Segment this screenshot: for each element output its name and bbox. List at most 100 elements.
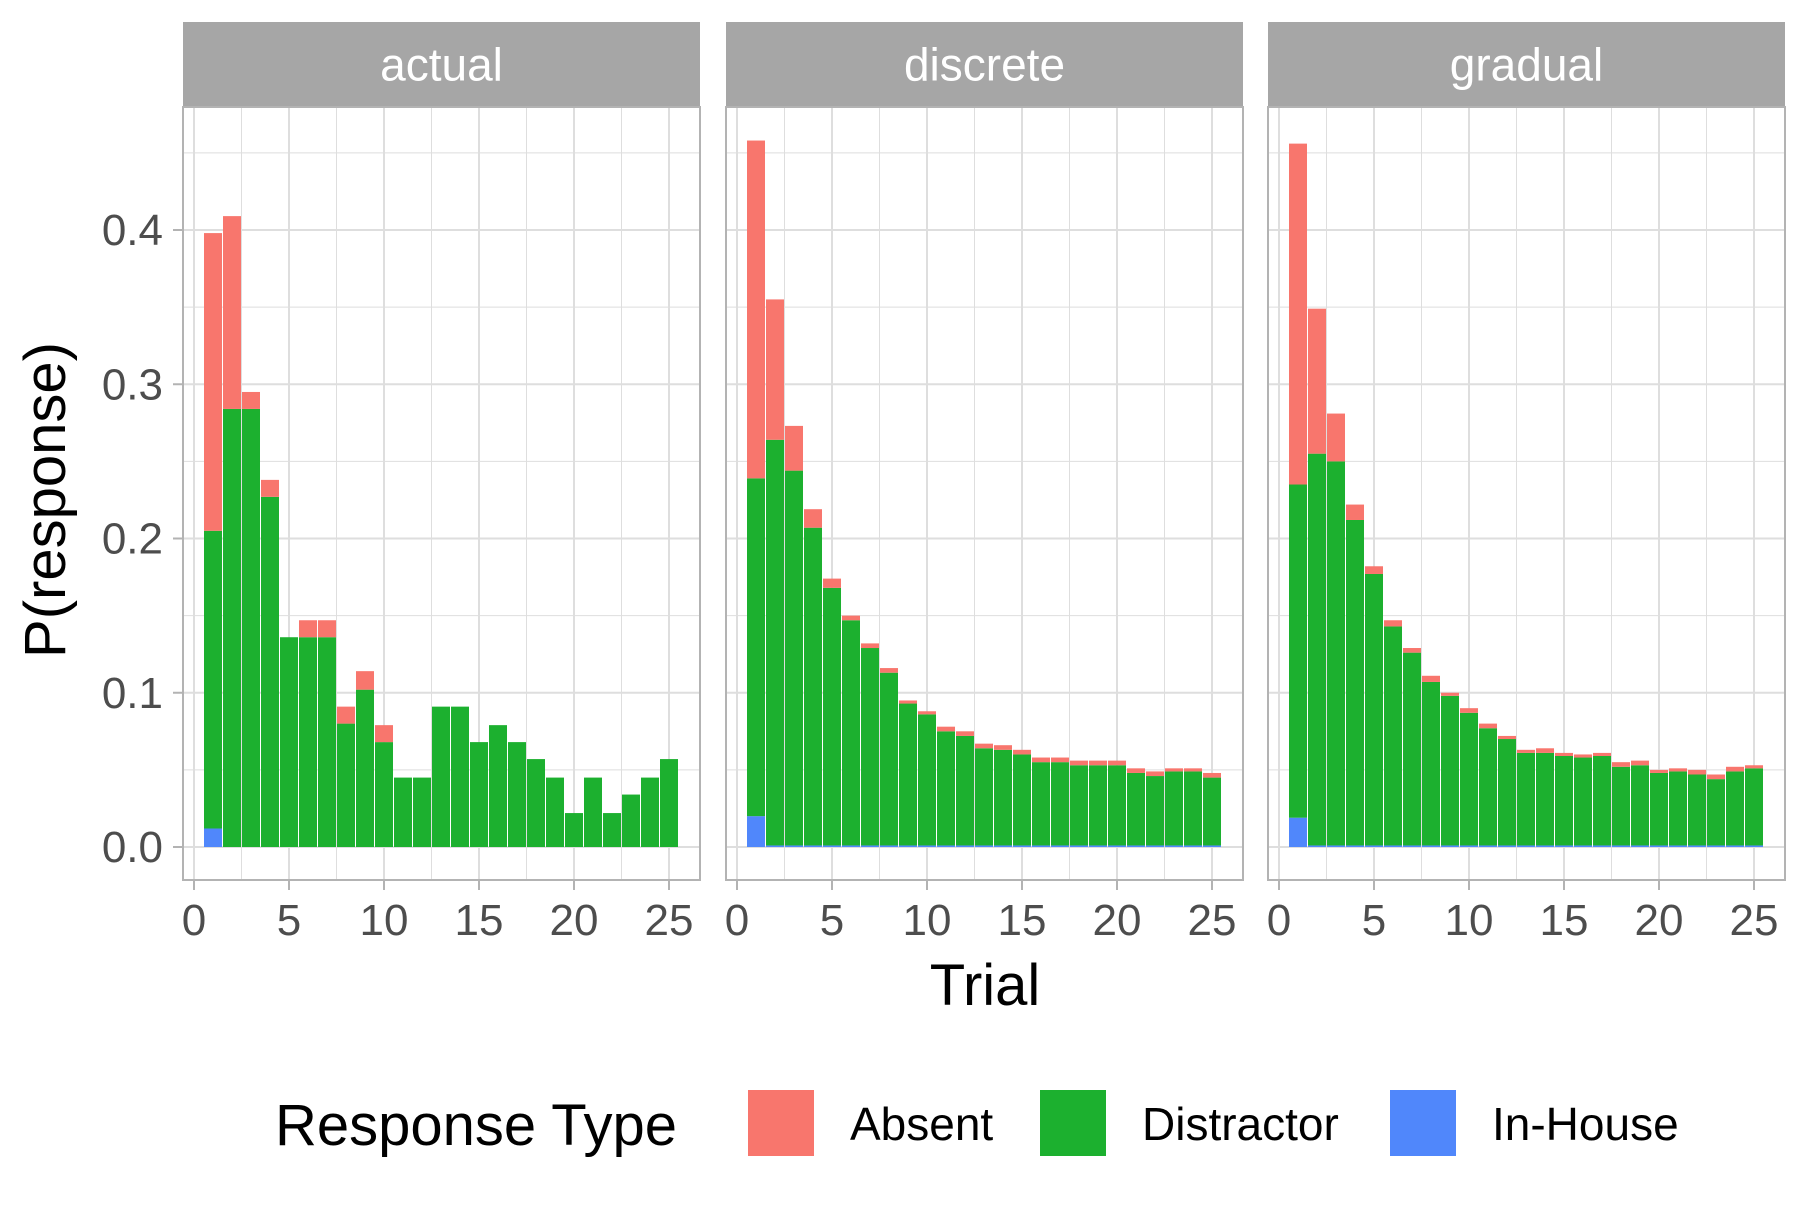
bar-in-house [1517, 845, 1535, 847]
bar-absent [880, 668, 898, 673]
bar-in-house [1070, 845, 1088, 847]
bar-absent [1631, 760, 1649, 766]
bar-absent [1346, 504, 1364, 520]
bar-in-house [1574, 845, 1592, 847]
bar-distractor [1498, 739, 1516, 846]
bar-distractor [918, 714, 936, 846]
panel-border [1267, 106, 1786, 881]
bar-in-house [1441, 845, 1459, 847]
bar-absent [204, 233, 222, 531]
y-tick-label: 0.2 [102, 515, 163, 564]
bar-distractor [861, 648, 879, 846]
bar-absent [1013, 749, 1031, 755]
bar-distractor [1555, 755, 1573, 846]
bar-distractor [1013, 754, 1031, 846]
bar-distractor [1688, 774, 1706, 846]
bar-distractor [1441, 695, 1459, 846]
panel-strip [726, 22, 1243, 107]
bar-distractor [785, 470, 803, 846]
bar-in-house [747, 816, 765, 847]
bar-distractor [1707, 779, 1725, 846]
bar-in-house [1108, 845, 1126, 847]
x-tick-label: 20 [1093, 896, 1142, 945]
bar-absent [899, 700, 917, 704]
bar-absent [785, 425, 803, 471]
bar-absent [1745, 765, 1763, 769]
legend-title: Response Type [275, 1093, 677, 1158]
bar-absent [242, 391, 260, 409]
bar-distractor [242, 408, 260, 847]
bar-distractor [1403, 652, 1421, 846]
bar-absent [1460, 708, 1478, 713]
bar-distractor [489, 725, 507, 847]
bar-in-house [994, 845, 1012, 847]
bar-in-house [1422, 845, 1440, 847]
bar-in-house [1165, 845, 1183, 847]
bar-in-house [899, 845, 917, 847]
legend-key-absent [748, 1090, 814, 1156]
bar-distractor [1479, 728, 1497, 846]
bar-in-house [918, 845, 936, 847]
bar-absent [918, 711, 936, 715]
bar-in-house [1707, 845, 1725, 847]
bar-in-house [937, 845, 955, 847]
bar-in-house [1365, 845, 1383, 847]
bar-absent [956, 731, 974, 736]
bar-in-house [842, 845, 860, 847]
bar-in-house [1631, 845, 1649, 847]
bar-in-house [1669, 845, 1687, 847]
bar-in-house [1289, 817, 1307, 847]
panel-border [725, 106, 1244, 881]
x-tick-label: 15 [998, 896, 1047, 945]
bar-in-house [1089, 845, 1107, 847]
bar-in-house [766, 845, 784, 847]
bar-absent [337, 706, 355, 724]
bar-distractor [937, 731, 955, 846]
bar-absent [1726, 766, 1744, 772]
bar-absent [356, 671, 374, 690]
bar-distractor [470, 742, 488, 847]
bar-absent [1498, 735, 1516, 740]
bar-in-house [1460, 845, 1478, 847]
bar-distractor [223, 408, 241, 847]
x-tick-label: 5 [1362, 896, 1386, 945]
bar-distractor [1422, 681, 1440, 846]
bar-absent [1146, 771, 1164, 777]
bar-distractor [1289, 484, 1307, 818]
bar-distractor [1517, 752, 1535, 846]
bar-absent [1574, 754, 1592, 758]
bar-distractor [432, 706, 450, 847]
bar-in-house [1146, 845, 1164, 847]
bar-distractor [527, 759, 545, 847]
bar-in-house [1688, 845, 1706, 847]
bar-distractor [337, 723, 355, 847]
bar-absent [1051, 757, 1069, 763]
bar-absent [1032, 757, 1050, 763]
bar-in-house [785, 845, 803, 847]
bar-in-house [1127, 845, 1145, 847]
bar-distractor [975, 748, 993, 846]
bar-distractor [603, 813, 621, 847]
bar-absent [861, 643, 879, 649]
bar-distractor [1070, 765, 1088, 846]
bar-in-house [956, 845, 974, 847]
bar-in-house [1745, 845, 1763, 847]
bar-absent [937, 726, 955, 732]
panel-strip-label: gradual [1450, 39, 1603, 91]
bar-absent [975, 743, 993, 749]
bar-absent [1650, 769, 1668, 773]
x-tick-label: 25 [1188, 896, 1237, 945]
bar-absent [1108, 760, 1126, 766]
bar-absent [1308, 308, 1326, 454]
bar-distractor [1593, 755, 1611, 846]
x-tick-label: 0 [725, 896, 749, 945]
bar-in-house [1536, 845, 1554, 847]
bar-in-house [1032, 845, 1050, 847]
x-tick-label: 0 [182, 896, 206, 945]
bar-absent [1669, 768, 1687, 772]
bar-absent [1203, 772, 1221, 778]
bar-distractor [1460, 712, 1478, 846]
bar-in-house [1327, 845, 1345, 847]
